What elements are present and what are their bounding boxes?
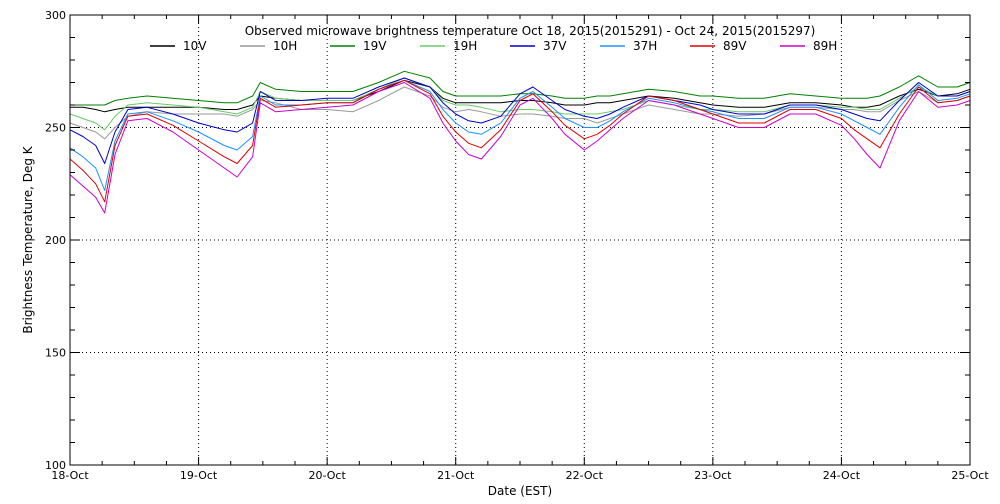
x-axis-title: Date (EST) — [488, 484, 552, 498]
y-tick-label: 200 — [45, 234, 66, 247]
legend-label-10H: 10H — [273, 39, 297, 53]
legend-label-19H: 19H — [453, 39, 477, 53]
x-axis-ticks: 18-Oct 19-Oct 20-Oct 21-Oct 22-Oct 23-Oct 24-O… — [51, 15, 989, 482]
legend-label-19V: 19V — [363, 39, 387, 53]
series-line-89H — [69, 82, 971, 214]
chart-title: Observed microwave brightness temperatur… — [245, 24, 816, 38]
y-tick-label: 100 — [45, 459, 66, 472]
y-tick-label: 250 — [45, 122, 66, 135]
legend-label-10V: 10V — [183, 39, 207, 53]
x-tick-label: 19-Oct — [180, 469, 218, 482]
series-line-10H — [69, 86, 971, 140]
series-line-37V — [69, 77, 971, 164]
series-line-19V — [70, 70, 971, 106]
legend-label-37V: 37V — [543, 39, 567, 53]
legend-label-89V: 89V — [723, 39, 747, 53]
y-axis-title: Brightness Temperature, Deg K — [21, 145, 35, 333]
x-tick-label: 22-Oct — [566, 469, 604, 482]
series-lines — [69, 70, 971, 214]
legend-label-37H: 37H — [633, 39, 657, 53]
x-tick-label: 23-Oct — [694, 469, 732, 482]
series-line-89V — [69, 79, 971, 203]
series-line-37H — [69, 79, 971, 191]
x-tick-label: 18-Oct — [51, 469, 89, 482]
x-tick-label: 21-Oct — [437, 469, 475, 482]
grid — [70, 15, 970, 465]
x-tick-label: 24-Oct — [823, 469, 861, 482]
legend: 10V 10H 19V 19H 37V 37H 89V 89H — [150, 39, 837, 53]
y-axis-ticks: 100 150 200 250 300 — [45, 9, 970, 472]
x-tick-label: 20-Oct — [308, 469, 346, 482]
legend-label-89H: 89H — [813, 39, 837, 53]
x-tick-label: 25-Oct — [951, 469, 989, 482]
y-tick-label: 300 — [45, 9, 66, 22]
y-tick-label: 150 — [45, 347, 66, 360]
